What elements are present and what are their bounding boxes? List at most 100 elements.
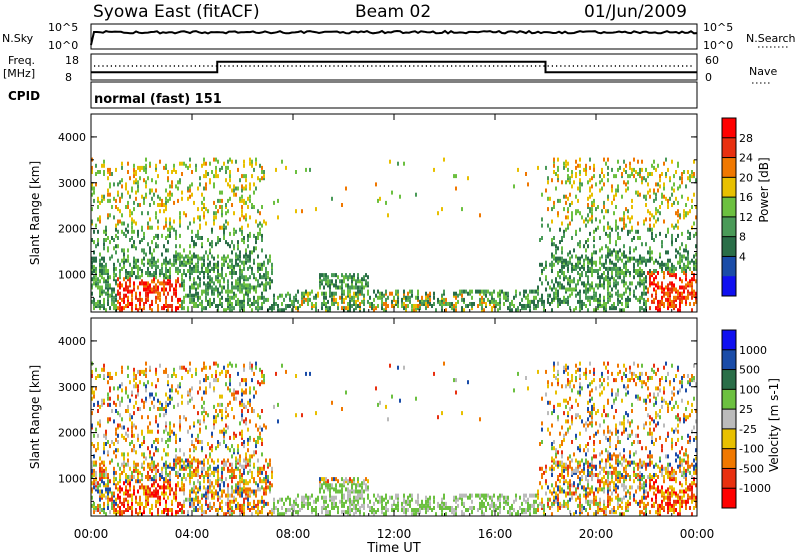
- power-cell: [171, 184, 173, 189]
- velocity-cell: [151, 506, 153, 510]
- power-cell: [523, 289, 525, 294]
- velocity-cell: [323, 477, 325, 482]
- power-cell: [105, 308, 107, 313]
- power-cell: [363, 302, 365, 306]
- power-cell: [607, 178, 609, 183]
- power-cell: [443, 289, 445, 294]
- velocity-cell: [117, 440, 119, 444]
- power-cell: [621, 279, 623, 284]
- velocity-cell: [169, 462, 171, 467]
- velocity-cell: [263, 479, 265, 484]
- velocity-cell: [221, 466, 223, 471]
- velocity-cell: [167, 479, 169, 484]
- power-cell: [425, 302, 427, 306]
- velocity-cell: [153, 477, 155, 482]
- velocity-cell: [109, 497, 111, 502]
- power-cell: [587, 256, 589, 261]
- power-cell: [355, 299, 357, 304]
- power-cell: [651, 163, 653, 168]
- colorbar-swatch: [722, 216, 736, 237]
- velocity-cell: [345, 487, 347, 492]
- power-cell: [147, 225, 149, 230]
- velocity-cell: [143, 506, 145, 510]
- velocity-cell: [119, 495, 121, 500]
- power-cell: [371, 302, 373, 306]
- velocity-cell: [117, 394, 119, 399]
- power-cell: [649, 258, 651, 263]
- power-cell: [667, 264, 669, 269]
- power-cell: [211, 240, 213, 245]
- power-cell: [161, 281, 163, 286]
- power-cell: [607, 165, 609, 170]
- velocity-cell: [197, 487, 199, 492]
- velocity-cell: [143, 510, 145, 515]
- power-cell: [261, 306, 263, 311]
- power-cell: [591, 203, 593, 207]
- power-cell: [645, 217, 647, 222]
- power-cell: [113, 246, 115, 251]
- velocity-cell: [263, 499, 265, 504]
- power-cell: [553, 254, 555, 259]
- power-cell: [149, 217, 151, 222]
- power-cell: [543, 308, 545, 313]
- power-cell: [585, 283, 587, 288]
- velocity-cell: [147, 470, 149, 475]
- power-cell: [663, 219, 665, 224]
- velocity-cell: [241, 510, 243, 515]
- velocity-cell: [121, 487, 123, 492]
- power-cell: [183, 283, 185, 288]
- power-cell: [205, 186, 207, 191]
- power-cell: [231, 258, 233, 263]
- power-cell: [107, 291, 109, 296]
- power-cell: [119, 275, 121, 280]
- velocity-cell: [239, 483, 241, 488]
- velocity-cell: [189, 473, 191, 477]
- freq-panel-frame: [90, 53, 698, 81]
- power-cell: [235, 186, 237, 191]
- power-cell: [661, 172, 663, 176]
- velocity-cell: [199, 485, 201, 490]
- power-cell: [163, 281, 165, 286]
- power-cell: [633, 256, 635, 261]
- power-cell: [407, 297, 409, 302]
- power-cell: [195, 254, 197, 259]
- power-cell: [211, 291, 213, 296]
- power-cell: [641, 242, 643, 247]
- velocity-cell: [93, 390, 95, 395]
- power-cell: [103, 246, 105, 251]
- power-cell: [683, 266, 685, 271]
- power-cell: [343, 297, 345, 302]
- power-cell: [327, 308, 329, 313]
- power-cell: [635, 285, 637, 290]
- power-cell: [331, 196, 333, 201]
- y-tick-label: 1000: [58, 268, 86, 281]
- power-cell: [497, 291, 499, 296]
- velocity-cell: [241, 493, 243, 498]
- power-cell: [291, 308, 293, 313]
- power-cell: [117, 277, 119, 282]
- power-cell: [587, 269, 589, 273]
- velocity-cell: [183, 491, 185, 496]
- power-cell: [243, 275, 245, 280]
- velocity-cell: [153, 404, 155, 409]
- power-cell: [215, 262, 217, 267]
- velocity-cell: [225, 407, 227, 411]
- velocity-cell: [205, 365, 207, 370]
- velocity-cell: [133, 404, 135, 409]
- velocity-cell: [133, 367, 135, 372]
- power-cell: [491, 291, 493, 296]
- power-cell: [397, 295, 399, 300]
- power-cell: [687, 196, 689, 201]
- power-cell: [669, 287, 671, 292]
- velocity-cell: [201, 440, 203, 444]
- power-cell: [131, 236, 133, 240]
- velocity-cell: [219, 442, 221, 446]
- velocity-cell: [323, 499, 325, 504]
- power-cell: [589, 283, 591, 288]
- velocity-cell: [255, 489, 257, 494]
- power-cell: [185, 273, 187, 278]
- power-cell: [377, 198, 379, 203]
- power-cell: [375, 182, 377, 187]
- power-cell: [215, 165, 217, 170]
- power-cell: [119, 308, 121, 313]
